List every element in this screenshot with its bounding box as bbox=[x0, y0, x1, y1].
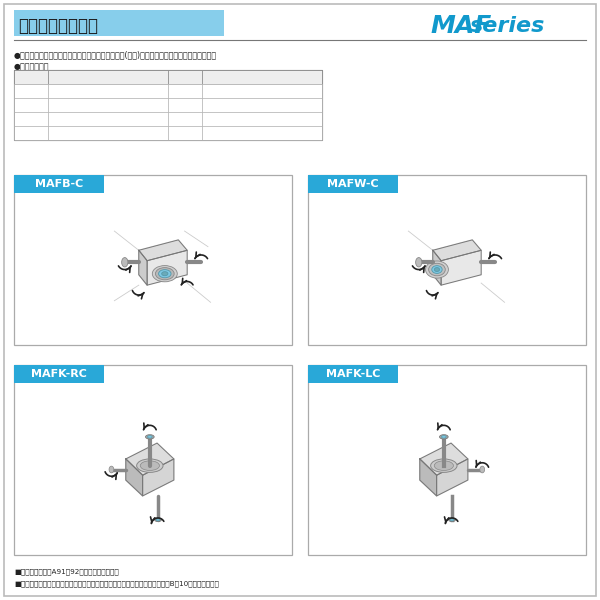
Text: MAFK-LC: MAFK-LC bbox=[326, 369, 380, 379]
Bar bbox=[48, 98, 168, 112]
Bar bbox=[308, 175, 398, 193]
Text: ■特殊な取付状態については、当社へお問い合わせ下さい。なお、参考としてB－10をご覧下さい。: ■特殊な取付状態については、当社へお問い合わせ下さい。なお、参考としてB－10を… bbox=[14, 580, 219, 587]
Bar bbox=[308, 365, 586, 555]
Ellipse shape bbox=[416, 257, 422, 267]
Bar bbox=[14, 365, 104, 383]
Ellipse shape bbox=[148, 436, 152, 438]
Ellipse shape bbox=[440, 434, 448, 439]
Bar bbox=[14, 98, 48, 112]
Bar bbox=[168, 126, 202, 140]
Polygon shape bbox=[441, 250, 481, 285]
Text: 軸配置と回転方向: 軸配置と回転方向 bbox=[18, 17, 98, 35]
Text: 下　側: 下 側 bbox=[101, 130, 115, 136]
Text: 右　側: 右 側 bbox=[101, 88, 115, 94]
Polygon shape bbox=[126, 443, 174, 475]
Ellipse shape bbox=[480, 466, 485, 473]
Text: ●軸配置は入力軸またはモータを手前にして出力軸(青色)の出ている方向で決定して下さい。: ●軸配置は入力軸またはモータを手前にして出力軸(青色)の出ている方向で決定して下… bbox=[14, 50, 217, 59]
Ellipse shape bbox=[425, 261, 448, 278]
Ellipse shape bbox=[449, 518, 455, 521]
Text: D: D bbox=[28, 130, 34, 136]
Bar bbox=[14, 365, 292, 555]
Text: MAF: MAF bbox=[430, 14, 491, 38]
Ellipse shape bbox=[434, 268, 440, 271]
Bar bbox=[168, 98, 202, 112]
Ellipse shape bbox=[434, 461, 454, 470]
Text: 記号: 記号 bbox=[26, 74, 35, 80]
Bar bbox=[14, 126, 48, 140]
Ellipse shape bbox=[442, 436, 446, 438]
Bar bbox=[14, 112, 48, 126]
Ellipse shape bbox=[152, 266, 177, 282]
Polygon shape bbox=[433, 250, 441, 285]
Bar bbox=[308, 365, 398, 383]
Ellipse shape bbox=[428, 263, 445, 276]
Ellipse shape bbox=[122, 257, 128, 267]
Polygon shape bbox=[126, 459, 143, 496]
Bar bbox=[202, 98, 322, 112]
Text: 出力軸の方向: 出力軸の方向 bbox=[249, 74, 275, 80]
Ellipse shape bbox=[161, 272, 168, 276]
Text: 記号: 記号 bbox=[181, 74, 190, 80]
Bar bbox=[168, 112, 202, 126]
Bar bbox=[308, 175, 586, 345]
Bar bbox=[48, 112, 168, 126]
Ellipse shape bbox=[155, 518, 161, 521]
Bar bbox=[14, 70, 322, 140]
Polygon shape bbox=[437, 459, 468, 496]
Ellipse shape bbox=[450, 519, 454, 521]
Bar bbox=[202, 126, 322, 140]
Text: ■軸配置の詳細はA91・92を参照して下さい。: ■軸配置の詳細はA91・92を参照して下さい。 bbox=[14, 568, 119, 575]
Text: R: R bbox=[29, 88, 34, 94]
Text: 出力軸回転: 出力軸回転 bbox=[251, 88, 273, 94]
Ellipse shape bbox=[137, 459, 163, 472]
Ellipse shape bbox=[431, 459, 457, 472]
Text: 左　側: 左 側 bbox=[101, 101, 115, 109]
Ellipse shape bbox=[109, 466, 114, 473]
Text: ●軸配置の記号: ●軸配置の記号 bbox=[14, 62, 49, 71]
Bar bbox=[14, 175, 292, 345]
Text: MAFB-C: MAFB-C bbox=[35, 179, 83, 189]
Ellipse shape bbox=[156, 519, 160, 521]
Polygon shape bbox=[420, 459, 437, 496]
Bar bbox=[14, 70, 48, 84]
Ellipse shape bbox=[146, 434, 154, 439]
Text: 出力軸の方向: 出力軸の方向 bbox=[95, 74, 121, 80]
Text: MAFK-RC: MAFK-RC bbox=[31, 369, 87, 379]
Text: MAFW-C: MAFW-C bbox=[327, 179, 379, 189]
Bar bbox=[48, 126, 168, 140]
Bar bbox=[202, 112, 322, 126]
Bar bbox=[14, 10, 224, 36]
Bar bbox=[202, 84, 322, 98]
Bar bbox=[14, 84, 48, 98]
Ellipse shape bbox=[432, 266, 442, 274]
Polygon shape bbox=[433, 240, 481, 260]
Ellipse shape bbox=[140, 461, 160, 470]
Bar bbox=[168, 84, 202, 98]
Text: series: series bbox=[470, 16, 545, 36]
Polygon shape bbox=[139, 240, 187, 260]
Bar bbox=[48, 70, 168, 84]
Text: U: U bbox=[28, 116, 34, 122]
Polygon shape bbox=[139, 250, 147, 285]
Text: C: C bbox=[182, 88, 187, 94]
Polygon shape bbox=[143, 459, 174, 496]
Text: L: L bbox=[29, 102, 33, 108]
Bar bbox=[48, 84, 168, 98]
Bar bbox=[14, 175, 104, 193]
Polygon shape bbox=[147, 250, 187, 285]
Bar bbox=[202, 70, 322, 84]
Ellipse shape bbox=[158, 269, 171, 278]
Text: 上　側: 上 側 bbox=[101, 116, 115, 122]
Ellipse shape bbox=[155, 268, 174, 280]
Polygon shape bbox=[420, 443, 468, 475]
Bar bbox=[168, 70, 202, 84]
